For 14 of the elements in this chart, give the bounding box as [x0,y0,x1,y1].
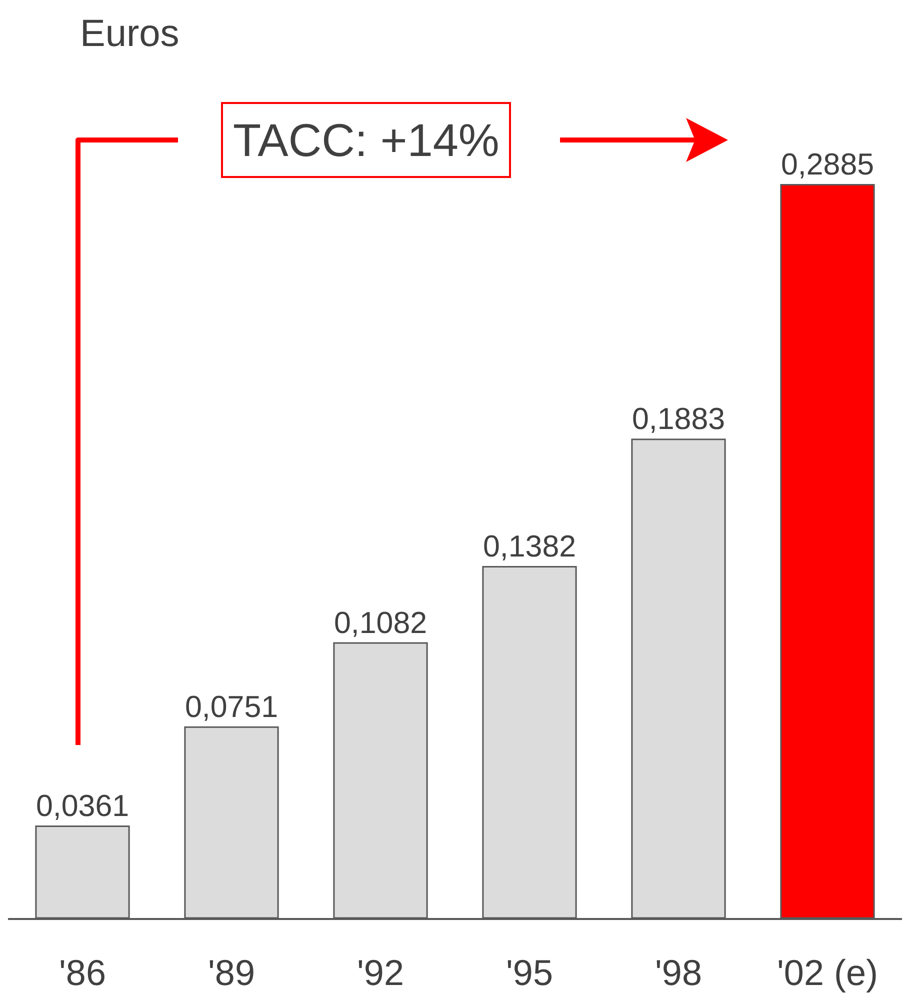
x-tick-label: '86 [59,952,106,994]
x-tick-label: '98 [655,952,702,994]
x-tick-label: '95 [506,952,553,994]
data-label: 0,1382 [482,530,576,564]
y-axis-title: Euros [80,13,180,55]
text: TACC: +14% [233,114,500,166]
x-tick-label: '89 [208,952,255,994]
data-label: 0,0751 [184,690,278,724]
x-tick-label: '92 [357,952,404,994]
data-label: 0,1082 [334,606,428,640]
data-label: 0,0361 [36,789,130,824]
data-label: 0,1883 [632,402,726,436]
data-label: 0,2885 [780,148,874,182]
x-tick-label: '02 (e) [777,952,878,994]
